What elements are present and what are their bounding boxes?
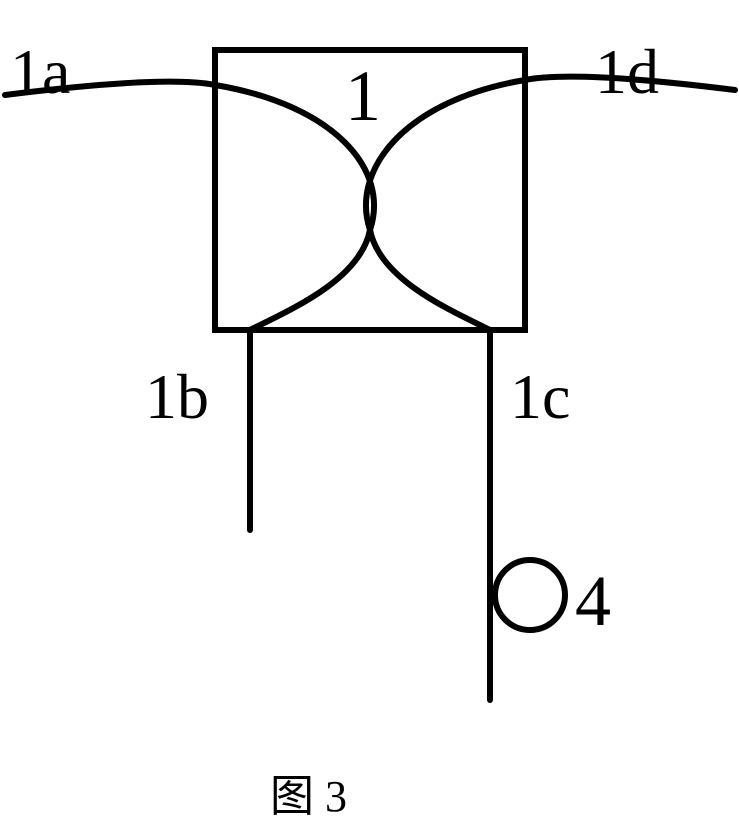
figure-caption: 图 3 xyxy=(270,760,347,824)
label-1: 1 xyxy=(345,55,381,138)
port-1d-curve xyxy=(366,77,735,230)
loop-4 xyxy=(495,560,565,630)
port-1b-curve xyxy=(250,230,370,330)
label-1a: 1a xyxy=(10,35,70,109)
label-4: 4 xyxy=(575,560,611,643)
diagram-root: 1a 1 1d 1b 1c 4 图 3 xyxy=(0,0,739,821)
label-1c: 1c xyxy=(510,360,570,434)
port-1c-curve xyxy=(370,230,490,330)
label-1d: 1d xyxy=(595,35,659,109)
label-1b: 1b xyxy=(145,360,209,434)
